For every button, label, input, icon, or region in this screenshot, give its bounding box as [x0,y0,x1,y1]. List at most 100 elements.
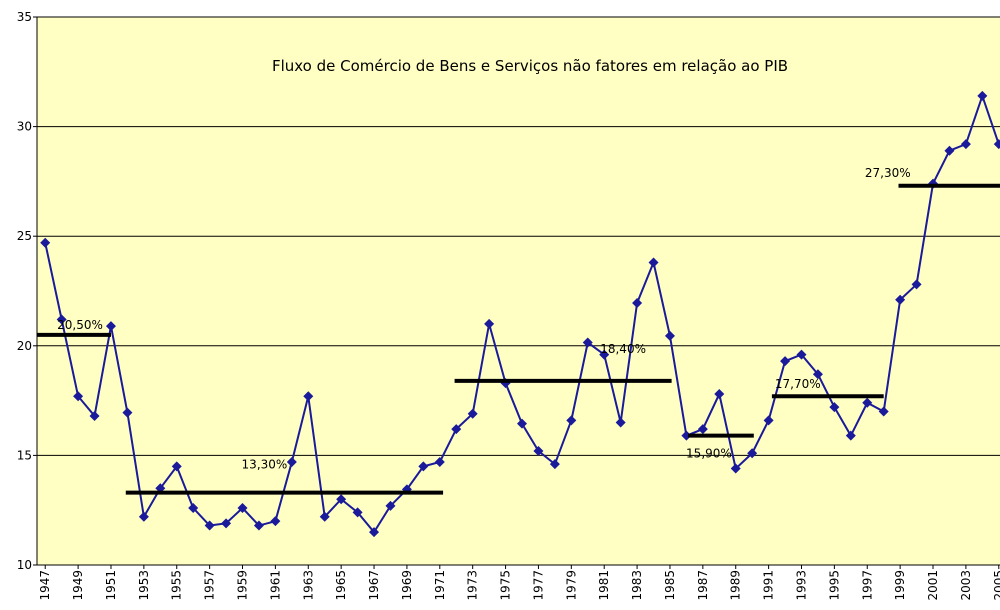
data-point [977,90,988,101]
x-tick-label: 1987 [696,570,710,601]
data-point [615,417,626,428]
data-point [171,461,182,472]
x-tick-label: 1967 [367,570,381,601]
data-point [796,349,807,360]
x-tick-label: 1991 [762,570,776,601]
x-tick-label: 1977 [531,570,545,601]
data-point [237,503,248,514]
x-tick-label: 1979 [564,570,578,601]
data-point [434,456,445,467]
x-tick-label: 2001 [926,570,940,601]
x-tick-label: 1971 [433,570,447,601]
data-point [993,139,1000,150]
x-tick-label: 1955 [170,570,184,601]
data-point [385,500,396,511]
x-tick-label: 1959 [236,570,250,601]
data-point [188,503,199,514]
y-tick-label: 20 [17,339,32,353]
data-point [747,448,758,459]
x-tick-label: 1949 [71,570,85,601]
plot-area [37,17,1000,565]
chart-title: Fluxo de Comércio de Bens e Serviços não… [272,57,788,75]
average-label: 17,70% [775,377,821,391]
data-point [286,456,297,467]
data-point [582,337,593,348]
x-tick-label: 1981 [597,570,611,601]
average-label: 13,30% [242,458,288,472]
data-point [845,430,856,441]
data-point [105,321,116,332]
data-point [138,511,149,522]
data-point [960,139,971,150]
x-tick-label: 1965 [334,570,348,601]
x-tick-label: 1953 [137,570,151,601]
x-tick-label: 1995 [827,570,841,601]
data-point [533,446,544,457]
data-point [549,459,560,470]
data-point [599,349,610,360]
data-point [878,406,889,417]
y-tick-label: 30 [17,120,32,134]
data-point [319,511,330,522]
data-point [829,402,840,413]
x-tick-label: 1957 [203,570,217,601]
average-label: 20,50% [57,318,103,332]
data-point [517,418,527,429]
x-tick-label: 1997 [860,570,874,601]
average-label: 27,30% [865,166,911,180]
data-point [911,279,922,290]
x-tick-label: 1999 [893,570,907,601]
data-point [122,407,133,418]
x-tick-label: 1969 [400,570,414,601]
x-tick-label: 1985 [663,570,677,601]
data-point [270,516,281,527]
x-tick-label: 1963 [301,570,315,601]
x-tick-label: 1993 [794,570,808,601]
data-point [418,461,429,472]
data-point [253,520,264,531]
data-point [204,520,215,531]
y-tick-label: 15 [17,448,32,462]
x-tick-label: 2005 [992,570,1000,601]
data-point [73,391,84,402]
y-tick-label: 35 [17,10,32,24]
data-point [730,463,741,474]
x-tick-label: 1989 [729,570,743,601]
data-point [352,507,363,518]
data-point [681,430,692,441]
data-point [89,410,100,421]
y-tick-label: 25 [17,229,32,243]
x-tick-label: 1947 [38,570,52,601]
data-point [566,415,577,426]
data-point [763,415,774,426]
data-point [780,356,791,367]
y-tick-label: 10 [17,558,32,572]
data-point [648,257,659,268]
data-point [664,330,675,341]
x-tick-label: 1961 [268,570,282,601]
data-point [221,518,232,529]
data-point [862,397,873,408]
data-point [336,494,347,505]
data-point [632,298,643,309]
data-point [467,408,478,419]
data-point [56,314,67,325]
x-tick-label: 1951 [104,570,118,601]
data-point [40,237,51,248]
data-point [451,424,462,435]
average-label: 15,90% [686,447,732,461]
data-point [714,389,725,400]
data-point [369,527,380,538]
x-tick-label: 1973 [466,570,480,601]
data-point [697,424,708,435]
x-tick-label: 1983 [630,570,644,601]
data-point [944,145,955,156]
average-label: 18,40% [600,342,646,356]
data-point [812,369,823,380]
x-tick-label: 2003 [959,570,973,601]
data-point [895,294,906,305]
data-point [484,318,495,329]
data-point [303,391,314,402]
x-tick-label: 1975 [499,570,513,601]
